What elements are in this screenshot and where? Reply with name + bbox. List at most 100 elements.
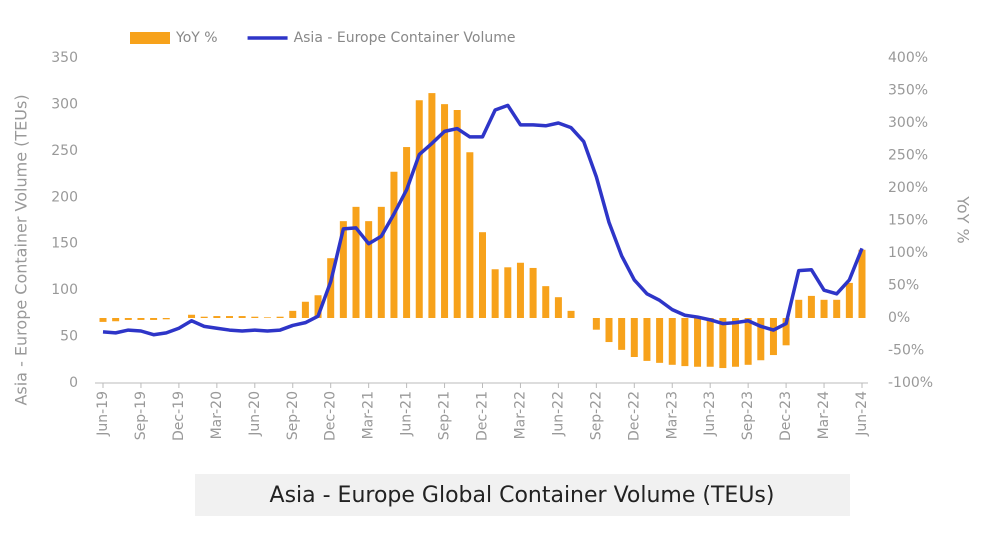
- y2-tick-label: 100%: [888, 245, 928, 261]
- bar: [213, 316, 221, 318]
- chart-title: Asia - Europe Global Container Volume (T…: [270, 483, 775, 508]
- bar: [630, 318, 638, 357]
- bar: [466, 152, 474, 318]
- y2-axis-title: YoY %: [954, 195, 973, 244]
- bar: [807, 295, 815, 318]
- x-tick-label: Jun-23: [702, 391, 718, 437]
- x-tick-label: Sep-21: [437, 391, 453, 440]
- bar: [238, 316, 246, 318]
- x-tick-label: Dec-22: [626, 391, 642, 441]
- y-tick-label: 50: [60, 329, 78, 345]
- bar: [769, 318, 777, 356]
- bar: [656, 318, 664, 363]
- y2-tick-label: -100%: [888, 375, 933, 391]
- y-tick-label: 150: [51, 236, 78, 252]
- y-tick-label: 350: [51, 50, 78, 66]
- bar: [124, 318, 132, 320]
- bar: [668, 318, 676, 365]
- x-tick-label: Dec-23: [778, 391, 794, 441]
- x-tick-label: Sep-22: [588, 391, 604, 440]
- bar: [516, 262, 524, 318]
- bar: [251, 316, 259, 318]
- bar: [415, 100, 423, 318]
- bar: [605, 318, 613, 343]
- bar: [567, 310, 575, 318]
- bar: [327, 258, 335, 318]
- bar: [188, 314, 196, 318]
- bar: [390, 171, 398, 318]
- x-tick-label: Dec-21: [475, 391, 491, 441]
- bar: [377, 206, 385, 318]
- bar: [339, 221, 347, 318]
- x-tick-label: Sep-20: [285, 391, 301, 440]
- x-tick-label: Jun-21: [399, 391, 415, 437]
- x-tick-label: Mar-24: [816, 391, 832, 439]
- bar: [542, 286, 550, 318]
- y2-tick-label: 300%: [888, 115, 928, 131]
- bar: [820, 299, 828, 318]
- line: [102, 103, 864, 337]
- bar: [719, 318, 727, 369]
- bar: [150, 318, 158, 320]
- x-tick-label: Mar-21: [361, 391, 377, 439]
- y-axis-title: Asia - Europe Container Volume (TEUs): [12, 94, 31, 405]
- y-tick-label: 300: [51, 96, 78, 112]
- y2-tick-label: 400%: [888, 50, 928, 66]
- bar: [428, 93, 436, 318]
- bar: [504, 267, 512, 318]
- x-tick-label: Jun-19: [95, 391, 111, 437]
- legend-label: Asia - Europe Container Volume: [294, 30, 516, 46]
- y2-tick-label: 50%: [888, 278, 919, 294]
- bar: [263, 317, 271, 318]
- y-tick-label: 250: [51, 143, 78, 159]
- bar: [453, 110, 461, 318]
- bar: [782, 318, 790, 346]
- title-box: [195, 474, 850, 516]
- y2-tick-label: 150%: [888, 213, 928, 229]
- y2-tick-label: 250%: [888, 148, 928, 164]
- y2-tick-label: 350%: [888, 83, 928, 99]
- bar: [226, 316, 233, 318]
- y2-tick-label: -50%: [888, 343, 924, 359]
- x-tick-label: Sep-19: [133, 391, 149, 440]
- bar: [694, 318, 702, 367]
- x-tick-label: Jun-24: [854, 391, 870, 437]
- bar: [289, 310, 297, 318]
- y2-tick-label: 0%: [888, 310, 910, 326]
- bar: [99, 318, 107, 322]
- bar: [757, 318, 765, 361]
- bar: [795, 299, 803, 318]
- legend-swatch: [130, 32, 170, 44]
- bar: [833, 299, 841, 318]
- bar: [529, 267, 537, 318]
- bar: [643, 318, 651, 361]
- bar: [352, 206, 360, 318]
- y-tick-label: 100: [51, 282, 78, 298]
- y-tick-label: 0: [69, 375, 78, 391]
- bar: [112, 318, 120, 322]
- bar: [301, 301, 309, 318]
- bar: [744, 318, 752, 365]
- bar: [554, 297, 562, 318]
- bar: [491, 269, 499, 318]
- x-tick-label: Dec-20: [323, 391, 339, 441]
- x-tick-label: Mar-20: [209, 391, 225, 439]
- bar: [137, 318, 145, 320]
- y2-tick-label: 200%: [888, 180, 928, 196]
- bar: [162, 318, 170, 320]
- x-tick-label: Mar-22: [512, 391, 528, 439]
- bar: [314, 295, 322, 318]
- bar: [681, 318, 689, 367]
- legend-label: YoY %: [175, 30, 218, 46]
- bar: [706, 318, 714, 367]
- bar: [200, 316, 208, 318]
- x-tick-label: Mar-23: [664, 391, 680, 439]
- bar: [858, 249, 866, 318]
- y-tick-label: 200: [51, 189, 78, 205]
- x-tick-label: Jun-20: [247, 391, 263, 437]
- bar: [365, 221, 373, 318]
- bar: [618, 318, 626, 350]
- x-tick-label: Dec-19: [171, 391, 187, 441]
- bar: [276, 316, 284, 318]
